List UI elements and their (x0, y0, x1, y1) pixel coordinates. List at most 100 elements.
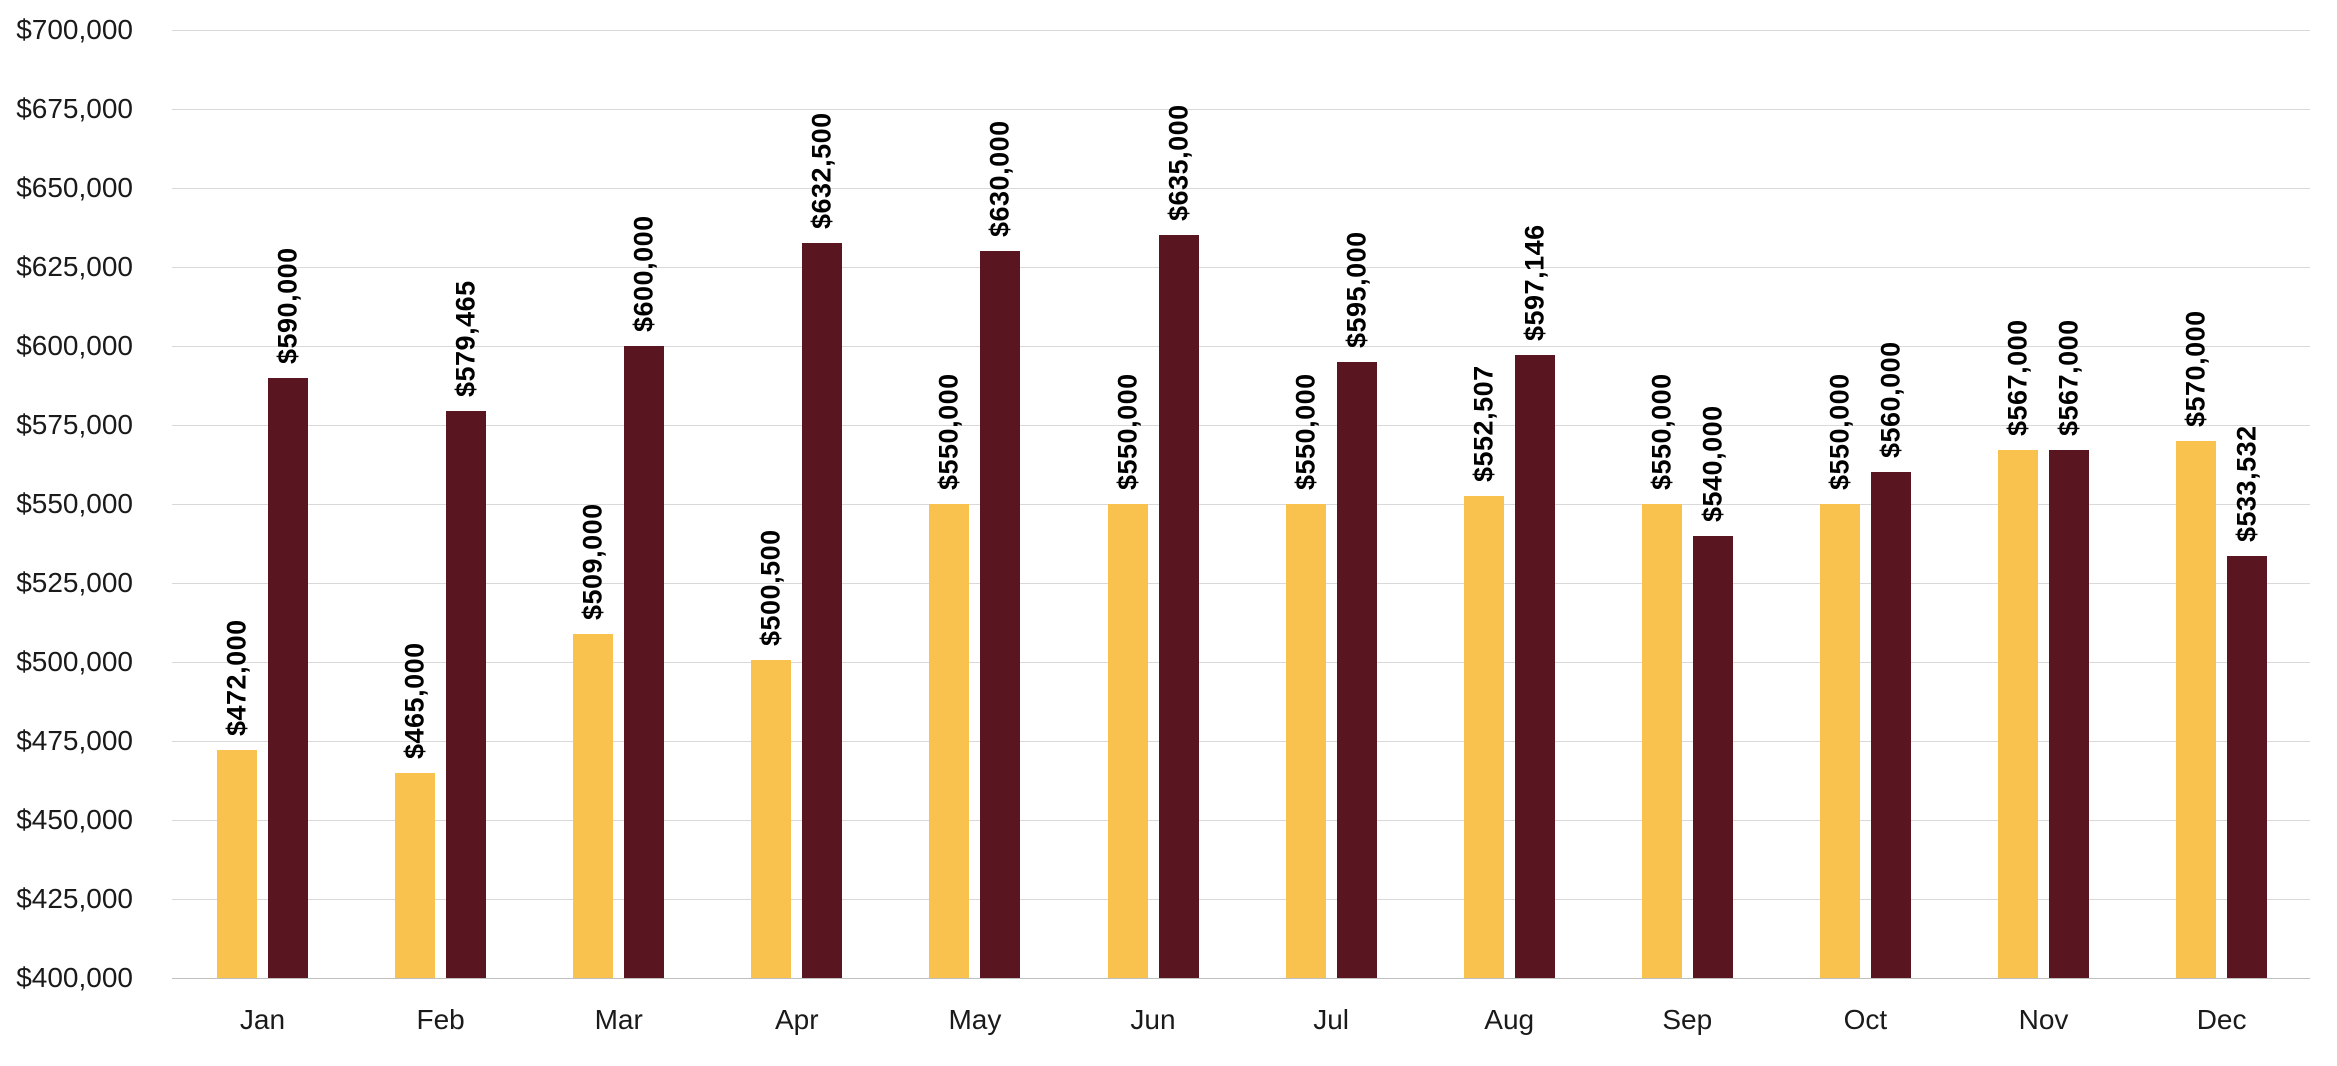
bar-value-label: $550,000 (1646, 373, 1677, 490)
bar-value-label-text: $550,000 (1290, 373, 1321, 490)
bar-value-label: $632,500 (807, 113, 838, 230)
x-axis-month-label-may: May (948, 1004, 1002, 1035)
bar-may-series-1-gold (929, 504, 970, 978)
bar-value-label-text: $500,500 (755, 529, 786, 647)
gridline (172, 425, 2310, 426)
bar-value-label: $590,000 (273, 247, 304, 364)
x-axis-month-label-feb: Feb (416, 1004, 465, 1035)
y-axis-tick-label: $700,000 (16, 14, 133, 45)
gridline (172, 504, 2310, 505)
bar-value-label-text: $550,000 (1824, 373, 1855, 490)
y-axis-tick-label: $575,000 (16, 409, 133, 440)
bar-oct-series-1-gold (1819, 504, 1860, 978)
bar-value-label-text: $630,000 (984, 120, 1015, 238)
bar-value-label-text: $550,000 (1646, 373, 1677, 490)
bar-value-label: $635,000 (1163, 105, 1194, 222)
y-axis-tick-label: $600,000 (16, 330, 133, 361)
bar-value-label-text: $533,532 (2231, 425, 2262, 543)
bar-value-label: $567,000 (2003, 320, 2034, 437)
bar-value-label: $600,000 (629, 215, 660, 332)
bar-value-label: $595,000 (1341, 231, 1372, 348)
bar-apr-series-1-gold (751, 660, 792, 978)
x-axis-month-label-jul: Jul (1313, 1004, 1349, 1035)
y-axis-tick-label: $450,000 (16, 804, 133, 835)
y-axis-tick-label: $400,000 (16, 962, 133, 993)
bar-aug-series-1-gold (1463, 496, 1504, 978)
bar-value-label: $550,000 (1824, 373, 1855, 490)
bar-value-label-text: $560,000 (1875, 341, 1906, 459)
gridline (172, 662, 2310, 663)
y-axis-tick-label: $425,000 (16, 883, 133, 914)
x-axis-month-label-mar: Mar (594, 1004, 643, 1035)
gridline (172, 899, 2310, 900)
y-axis-tick-label: $550,000 (16, 488, 133, 519)
bar-mar-series-1-gold (573, 633, 614, 978)
bar-jan-series-1-gold (217, 750, 257, 978)
bar-sep-series-2-maroon (1692, 535, 1733, 978)
x-axis-month-label-apr: Apr (775, 1004, 819, 1035)
x-axis-month-label-nov: Nov (2018, 1004, 2069, 1035)
y-axis-tick-label: $625,000 (16, 251, 133, 282)
bar-value-label-text: $550,000 (933, 373, 964, 490)
bar-value-label: $550,000 (1290, 373, 1321, 490)
bar-value-label-text: $597,146 (1519, 224, 1550, 342)
bar-value-label: $579,465 (451, 280, 482, 397)
gridline (172, 30, 2310, 31)
bar-value-label: $570,000 (2181, 310, 2212, 427)
bar-nov-series-2-maroon (2049, 450, 2089, 978)
gridline (172, 188, 2310, 189)
bar-feb-series-1-gold (395, 772, 436, 978)
bar-may-series-2-maroon (980, 251, 1021, 978)
bar-value-label: $509,000 (578, 503, 609, 620)
x-axis-month-label-jun: Jun (1130, 1004, 1176, 1035)
bar-jul-series-1-gold (1285, 504, 1326, 978)
x-axis-month-label-oct: Oct (1843, 1004, 1888, 1035)
bar-jun-series-2-maroon (1158, 235, 1199, 978)
bar-value-label-text: $600,000 (628, 215, 659, 332)
bar-aug-series-2-maroon (1514, 355, 1555, 978)
bar-value-label-text: $579,465 (450, 280, 481, 397)
bar-jun-series-1-gold (1107, 504, 1148, 978)
bar-value-label: $552,507 (1468, 365, 1499, 482)
bar-value-label: $500,500 (756, 530, 787, 647)
y-axis-tick-label: $500,000 (16, 646, 133, 677)
bar-value-label: $560,000 (1875, 342, 1906, 459)
bar-value-label: $550,000 (934, 373, 965, 490)
bar-value-label: $630,000 (985, 121, 1016, 238)
bar-value-label-text: $550,000 (1112, 373, 1142, 490)
bar-value-label: $472,000 (222, 620, 253, 737)
y-axis-tick-label: $475,000 (16, 725, 133, 756)
bar-oct-series-2-maroon (1870, 472, 1911, 978)
bar-value-label-text: $595,000 (1341, 231, 1372, 348)
x-axis-month-label-jan: Jan (239, 1004, 286, 1035)
bar-value-label-text: $509,000 (577, 502, 608, 620)
bar-value-label-text: $632,500 (806, 112, 837, 230)
gridline (172, 346, 2310, 347)
x-axis-month-label-sep: Sep (1662, 1004, 1713, 1035)
gridline (172, 109, 2310, 110)
bar-value-label-text: $567,000 (2002, 319, 2033, 437)
bar-jul-series-2-maroon (1336, 361, 1377, 978)
y-axis-tick-label: $675,000 (16, 93, 133, 124)
bar-jan-series-2-maroon (268, 377, 308, 978)
gridline (172, 741, 2310, 742)
gridline (172, 267, 2310, 268)
x-axis-month-label-aug: Aug (1484, 1004, 1535, 1035)
bar-value-label-text: $567,000 (2053, 319, 2084, 437)
x-axis-month-label-dec: Dec (2196, 1004, 2247, 1035)
y-axis-tick-label: $650,000 (16, 172, 133, 203)
bar-apr-series-2-maroon (802, 243, 843, 978)
bar-value-label-text: $540,000 (1697, 404, 1728, 522)
bar-nov-series-1-gold (1998, 450, 2038, 978)
gridline (172, 583, 2310, 584)
bar-value-label: $567,000 (2054, 320, 2085, 437)
bar-dec-series-2-maroon (2227, 556, 2268, 978)
bar-value-label: $540,000 (1697, 405, 1728, 522)
gridline (172, 820, 2310, 821)
y-axis-tick-label: $525,000 (16, 567, 133, 598)
bar-dec-series-1-gold (2176, 440, 2217, 978)
bar-mar-series-2-maroon (624, 346, 665, 978)
bar-value-label-text: $635,000 (1163, 104, 1193, 222)
x-axis-baseline (172, 978, 2310, 979)
